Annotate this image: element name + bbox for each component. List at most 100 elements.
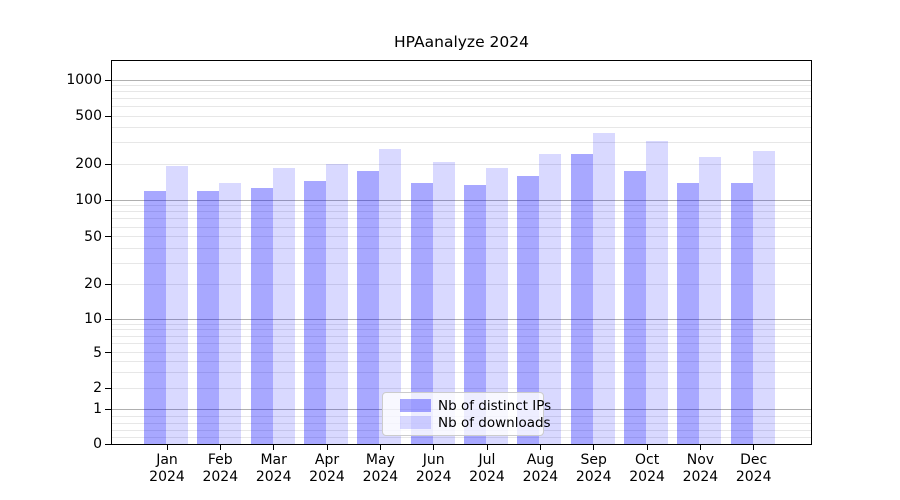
x-tick <box>593 445 595 450</box>
x-tick-label: Jan 2024 <box>149 452 185 485</box>
legend-item: Nb of distinct IPs <box>400 397 551 414</box>
bar <box>699 157 722 444</box>
y-tick <box>105 115 111 117</box>
x-tick-label: Nov 2024 <box>682 452 719 485</box>
chart-title: HPAanalyze 2024 <box>394 33 529 51</box>
y-tick-label: 20 <box>84 276 102 292</box>
x-tick-label: Sep 2024 <box>575 452 612 485</box>
y-tick <box>105 443 111 445</box>
bar <box>486 168 508 444</box>
x-tick-label: Jul 2024 <box>469 452 505 485</box>
bar <box>624 171 647 444</box>
minor-gridline <box>112 360 811 362</box>
legend-item: Nb of downloads <box>400 414 551 431</box>
minor-gridline <box>112 85 811 86</box>
major-gridline <box>112 79 811 81</box>
minor-gridline <box>112 205 811 207</box>
x-tick-label: Feb 2024 <box>202 452 239 485</box>
bar <box>570 154 593 444</box>
y-tick-label: 2 <box>93 380 102 396</box>
bar <box>250 187 273 444</box>
plot-area: 0 1 2 5 10 20 50 100 200 500 1000 Jan 2024 Feb 2024 Mar… <box>66 60 812 485</box>
axis-ticks-layer: 0 1 2 5 10 20 50 100 200 500 1000 Jan 2024 Feb 2024 Mar… <box>66 61 811 485</box>
x-tick-label: Jun 2024 <box>415 452 452 485</box>
y-tick <box>105 236 111 237</box>
minor-gridline <box>112 236 811 237</box>
minor-gridline <box>112 343 811 345</box>
minor-gridline <box>112 371 811 373</box>
minor-gridline <box>112 106 811 107</box>
minor-gridline <box>112 436 811 438</box>
x-tick-label: Mar 2024 <box>255 452 292 485</box>
bar <box>379 149 402 444</box>
minor-gridline <box>112 163 811 165</box>
minor-gridline <box>112 329 811 331</box>
y-tick-label: 1000 <box>66 72 102 88</box>
x-tick <box>219 445 221 450</box>
bar <box>464 184 486 444</box>
y-tick-label: 0 <box>93 436 102 452</box>
minor-gridline <box>112 127 811 129</box>
y-tick-label: 200 <box>75 156 102 172</box>
x-tick <box>699 445 701 450</box>
legend-label: Nb of downloads <box>438 414 551 431</box>
bar <box>219 182 242 444</box>
minor-gridline <box>112 387 811 389</box>
y-tick <box>105 352 111 353</box>
bar <box>326 163 348 444</box>
minor-gridline <box>112 91 811 93</box>
x-tick <box>646 445 648 450</box>
x-tick <box>539 445 541 450</box>
x-tick <box>379 445 381 450</box>
x-tick <box>433 445 435 450</box>
major-gridline <box>112 318 811 320</box>
x-tick <box>326 445 328 450</box>
bar <box>432 162 455 444</box>
y-tick-label: 5 <box>93 344 102 361</box>
bar <box>144 190 166 444</box>
bar <box>730 183 753 444</box>
minor-gridline <box>112 226 811 228</box>
major-gridline <box>112 199 811 201</box>
minor-gridline <box>112 98 811 99</box>
y-tick <box>105 318 111 320</box>
minor-gridline <box>112 335 811 337</box>
bar <box>539 154 562 444</box>
x-tick-label: Aug 2024 <box>522 452 559 485</box>
y-tick-label: 500 <box>75 108 102 124</box>
bar <box>677 183 700 444</box>
y-tick <box>105 283 111 285</box>
bar <box>592 132 615 444</box>
bar <box>197 191 220 444</box>
bar <box>304 180 326 444</box>
x-tick-label: Oct 2024 <box>629 452 665 485</box>
bar <box>166 166 188 444</box>
minor-gridline <box>112 352 811 353</box>
minor-gridline <box>112 323 811 325</box>
bar <box>517 175 540 444</box>
bar <box>646 141 669 444</box>
minor-gridline <box>112 142 811 144</box>
minor-gridline <box>112 218 811 220</box>
y-tick <box>105 408 111 410</box>
y-tick-label: 10 <box>84 311 102 327</box>
bar <box>410 182 433 444</box>
x-tick-label: Dec 2024 <box>735 452 772 485</box>
minor-gridline <box>112 283 811 285</box>
y-tick-label: 100 <box>75 192 102 209</box>
x-tick <box>753 445 755 450</box>
bars-layer <box>112 61 811 444</box>
minor-gridline <box>112 211 811 213</box>
x-tick <box>166 445 168 450</box>
legend-label: Nb of distinct IPs <box>438 397 552 414</box>
y-tick-label: 1 <box>93 401 102 417</box>
legend-swatch-distinct-ips-icon <box>400 399 431 412</box>
y-tick-label: 50 <box>84 228 102 245</box>
bar <box>752 151 775 444</box>
minor-gridline <box>112 262 811 264</box>
bar <box>357 171 380 444</box>
legend: Nb of distinct IPs Nb of downloads <box>382 392 551 436</box>
y-tick <box>105 79 111 81</box>
x-tick-label: May 2024 <box>362 452 399 485</box>
minor-gridline <box>112 247 811 249</box>
